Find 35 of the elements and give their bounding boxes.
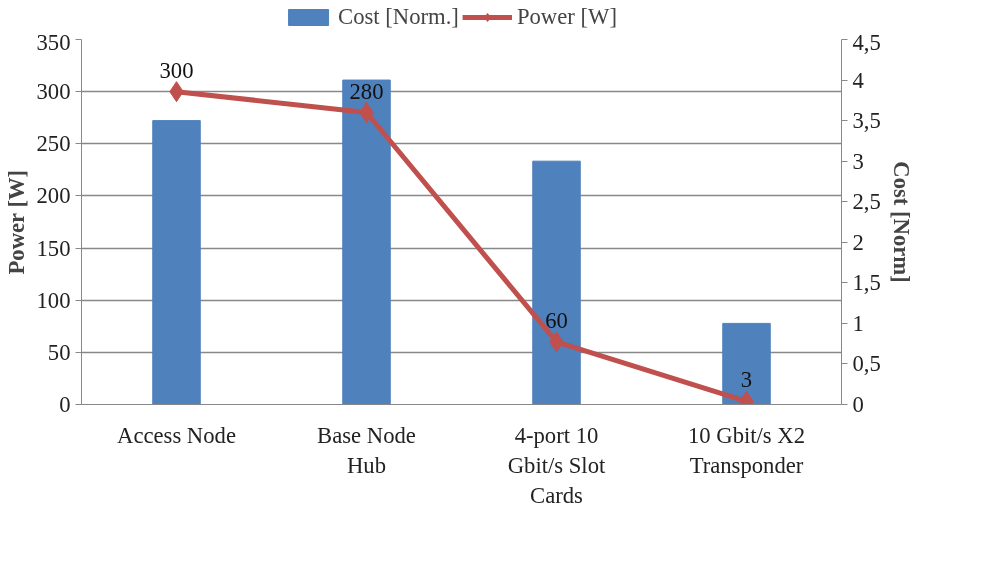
y-tick-label: 0	[59, 392, 71, 417]
y2-tick-label: 0,5	[852, 351, 881, 377]
data-label: 60	[545, 307, 568, 333]
y2-tick-label: 1,5	[852, 270, 881, 296]
data-label: 3	[740, 367, 753, 393]
y2-tick-label: 2	[852, 229, 864, 255]
bar	[342, 79, 391, 405]
point	[359, 102, 374, 123]
y2-tick-label: 0	[852, 392, 864, 417]
bar	[722, 322, 771, 405]
y-tick-label: 100	[36, 287, 71, 313]
y2-tick-label: 4	[852, 67, 864, 93]
bar	[532, 160, 581, 405]
y2-tick-label: 3	[852, 148, 864, 174]
y-tick-label: 150	[36, 235, 71, 261]
y-axis-title: Power [W]	[3, 169, 29, 275]
y2-axis-title: Cost [Norm]	[888, 161, 914, 283]
y-tick-label: 250	[36, 131, 71, 157]
y2-tick-label: 4,5	[852, 29, 881, 55]
y-tick-label: 50	[47, 339, 71, 365]
bar	[152, 120, 201, 405]
data-label: 300	[159, 57, 194, 83]
x-tick-label: 4-port 10 Gbit/s Slot Cards	[507, 422, 606, 508]
x-tick-label: Base Node Hub	[317, 422, 416, 478]
y2-tick-label: 2,5	[852, 189, 881, 215]
y-tick-label: 300	[36, 79, 71, 105]
data-label: 280	[349, 78, 384, 104]
y-tick-label: 200	[36, 183, 71, 209]
y2-tick-label: 1	[852, 310, 864, 336]
y2-tick-label: 3,5	[852, 108, 881, 134]
legend-label: Power [W]	[516, 4, 617, 30]
y-tick-label: 350	[36, 29, 71, 55]
legend-label: Cost [Norm.]	[338, 4, 459, 30]
x-tick-label: Access Node	[117, 422, 236, 448]
x-tick-label: 10 Gbit/s X2 Transponder	[687, 422, 806, 478]
